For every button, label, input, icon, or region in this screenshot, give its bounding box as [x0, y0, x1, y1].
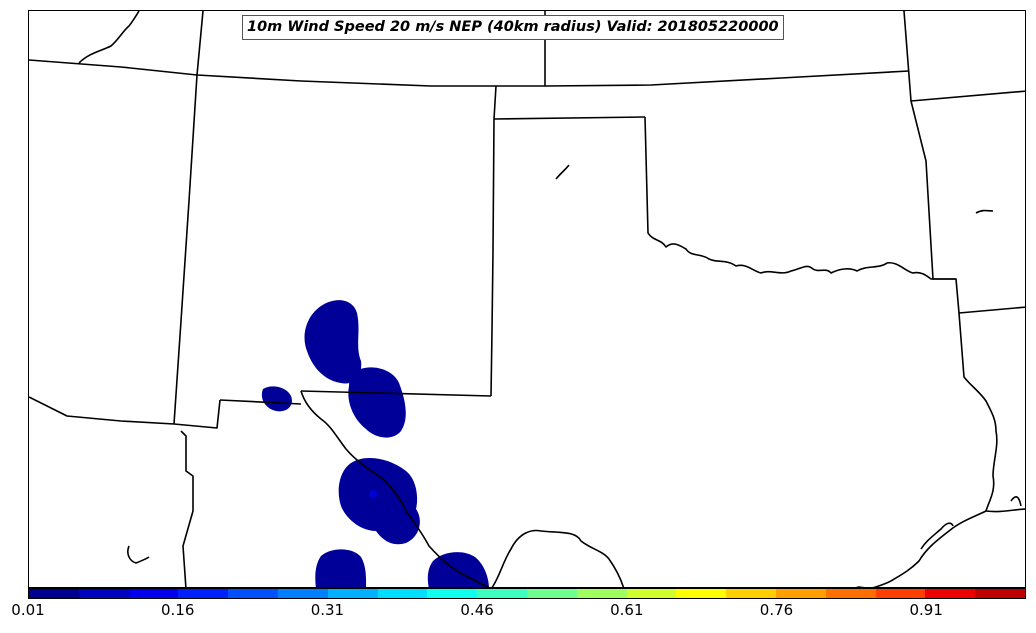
lake-ok	[555, 164, 570, 180]
coast-detail	[920, 522, 954, 550]
colorbar-tick-label: 0.01	[11, 601, 45, 619]
lake-ar	[975, 209, 994, 214]
colorbar-tick-label: 0.76	[759, 601, 794, 619]
colorbar-segment	[975, 589, 1025, 598]
colorbar-segment	[626, 589, 677, 598]
prob-area-nm-small	[261, 386, 292, 412]
colorbar-tick-label: 0.61	[610, 601, 644, 619]
nm-mexico-bootheel	[180, 430, 194, 587]
prob-area-nm-north	[304, 300, 362, 384]
oklahoma-north	[493, 116, 646, 120]
baja-coast	[127, 545, 150, 564]
prob-area-nm-east	[348, 367, 406, 438]
big-bend	[491, 529, 625, 587]
colorbar-segment	[775, 589, 826, 598]
colorbar-tick-label: 0.46	[460, 601, 494, 619]
lake-nw	[78, 11, 140, 64]
rio-grande	[300, 390, 490, 587]
nm-tx-border-upper	[300, 390, 492, 397]
colorbar-segment	[29, 589, 79, 598]
boundary-lines	[29, 11, 1025, 587]
colorbar-segment	[875, 589, 926, 598]
arkansas-border	[910, 100, 1025, 314]
map-title: 10m Wind Speed 20 m/s NEP (40km radius) …	[242, 15, 784, 40]
prob-area-tx-west	[338, 457, 420, 545]
probability-max	[369, 490, 377, 498]
louisiana-border	[958, 312, 998, 512]
oklahoma-west	[490, 85, 497, 397]
colorbar-ticks: 0.01 0.16 0.31 0.46 0.61 0.76 0.91	[0, 599, 1036, 633]
colorbar-tick-label: 0.16	[160, 601, 195, 619]
colorbar-segment	[825, 589, 876, 598]
colorbar-segment	[78, 589, 129, 598]
colorbar-segment	[327, 589, 378, 598]
fl-lake	[1010, 496, 1022, 507]
colorbar	[28, 588, 1026, 599]
colorbar-segment	[178, 589, 229, 598]
colorbar-segment	[726, 589, 776, 598]
colorbar-segment	[228, 589, 278, 598]
colorbar-segment	[676, 589, 727, 598]
probability-fill	[261, 300, 489, 587]
az-border	[29, 396, 221, 429]
colorado-south-border	[29, 59, 910, 87]
map-panel	[28, 10, 1026, 588]
colorbar-segment	[377, 589, 428, 598]
tx-gulf-coast	[873, 510, 987, 587]
colorbar-segment	[477, 589, 527, 598]
nm-mexico-border	[219, 399, 302, 405]
map-canvas	[29, 11, 1025, 587]
nm-west-border	[173, 11, 204, 425]
colorbar-segment	[925, 589, 976, 598]
missouri-border	[903, 11, 1025, 102]
red-river	[644, 116, 956, 280]
colorbar-segment	[576, 589, 627, 598]
prob-area-south-a	[315, 549, 367, 587]
colorbar-segment	[277, 589, 328, 598]
colorbar-segment	[427, 589, 478, 598]
colorbar-segment	[128, 589, 179, 598]
colorbar-segment	[526, 589, 577, 598]
colorbar-tick-label: 0.31	[310, 601, 345, 619]
colorbar-tick-label: 0.91	[909, 601, 943, 619]
tx-gulf-coast-east	[985, 508, 1025, 513]
